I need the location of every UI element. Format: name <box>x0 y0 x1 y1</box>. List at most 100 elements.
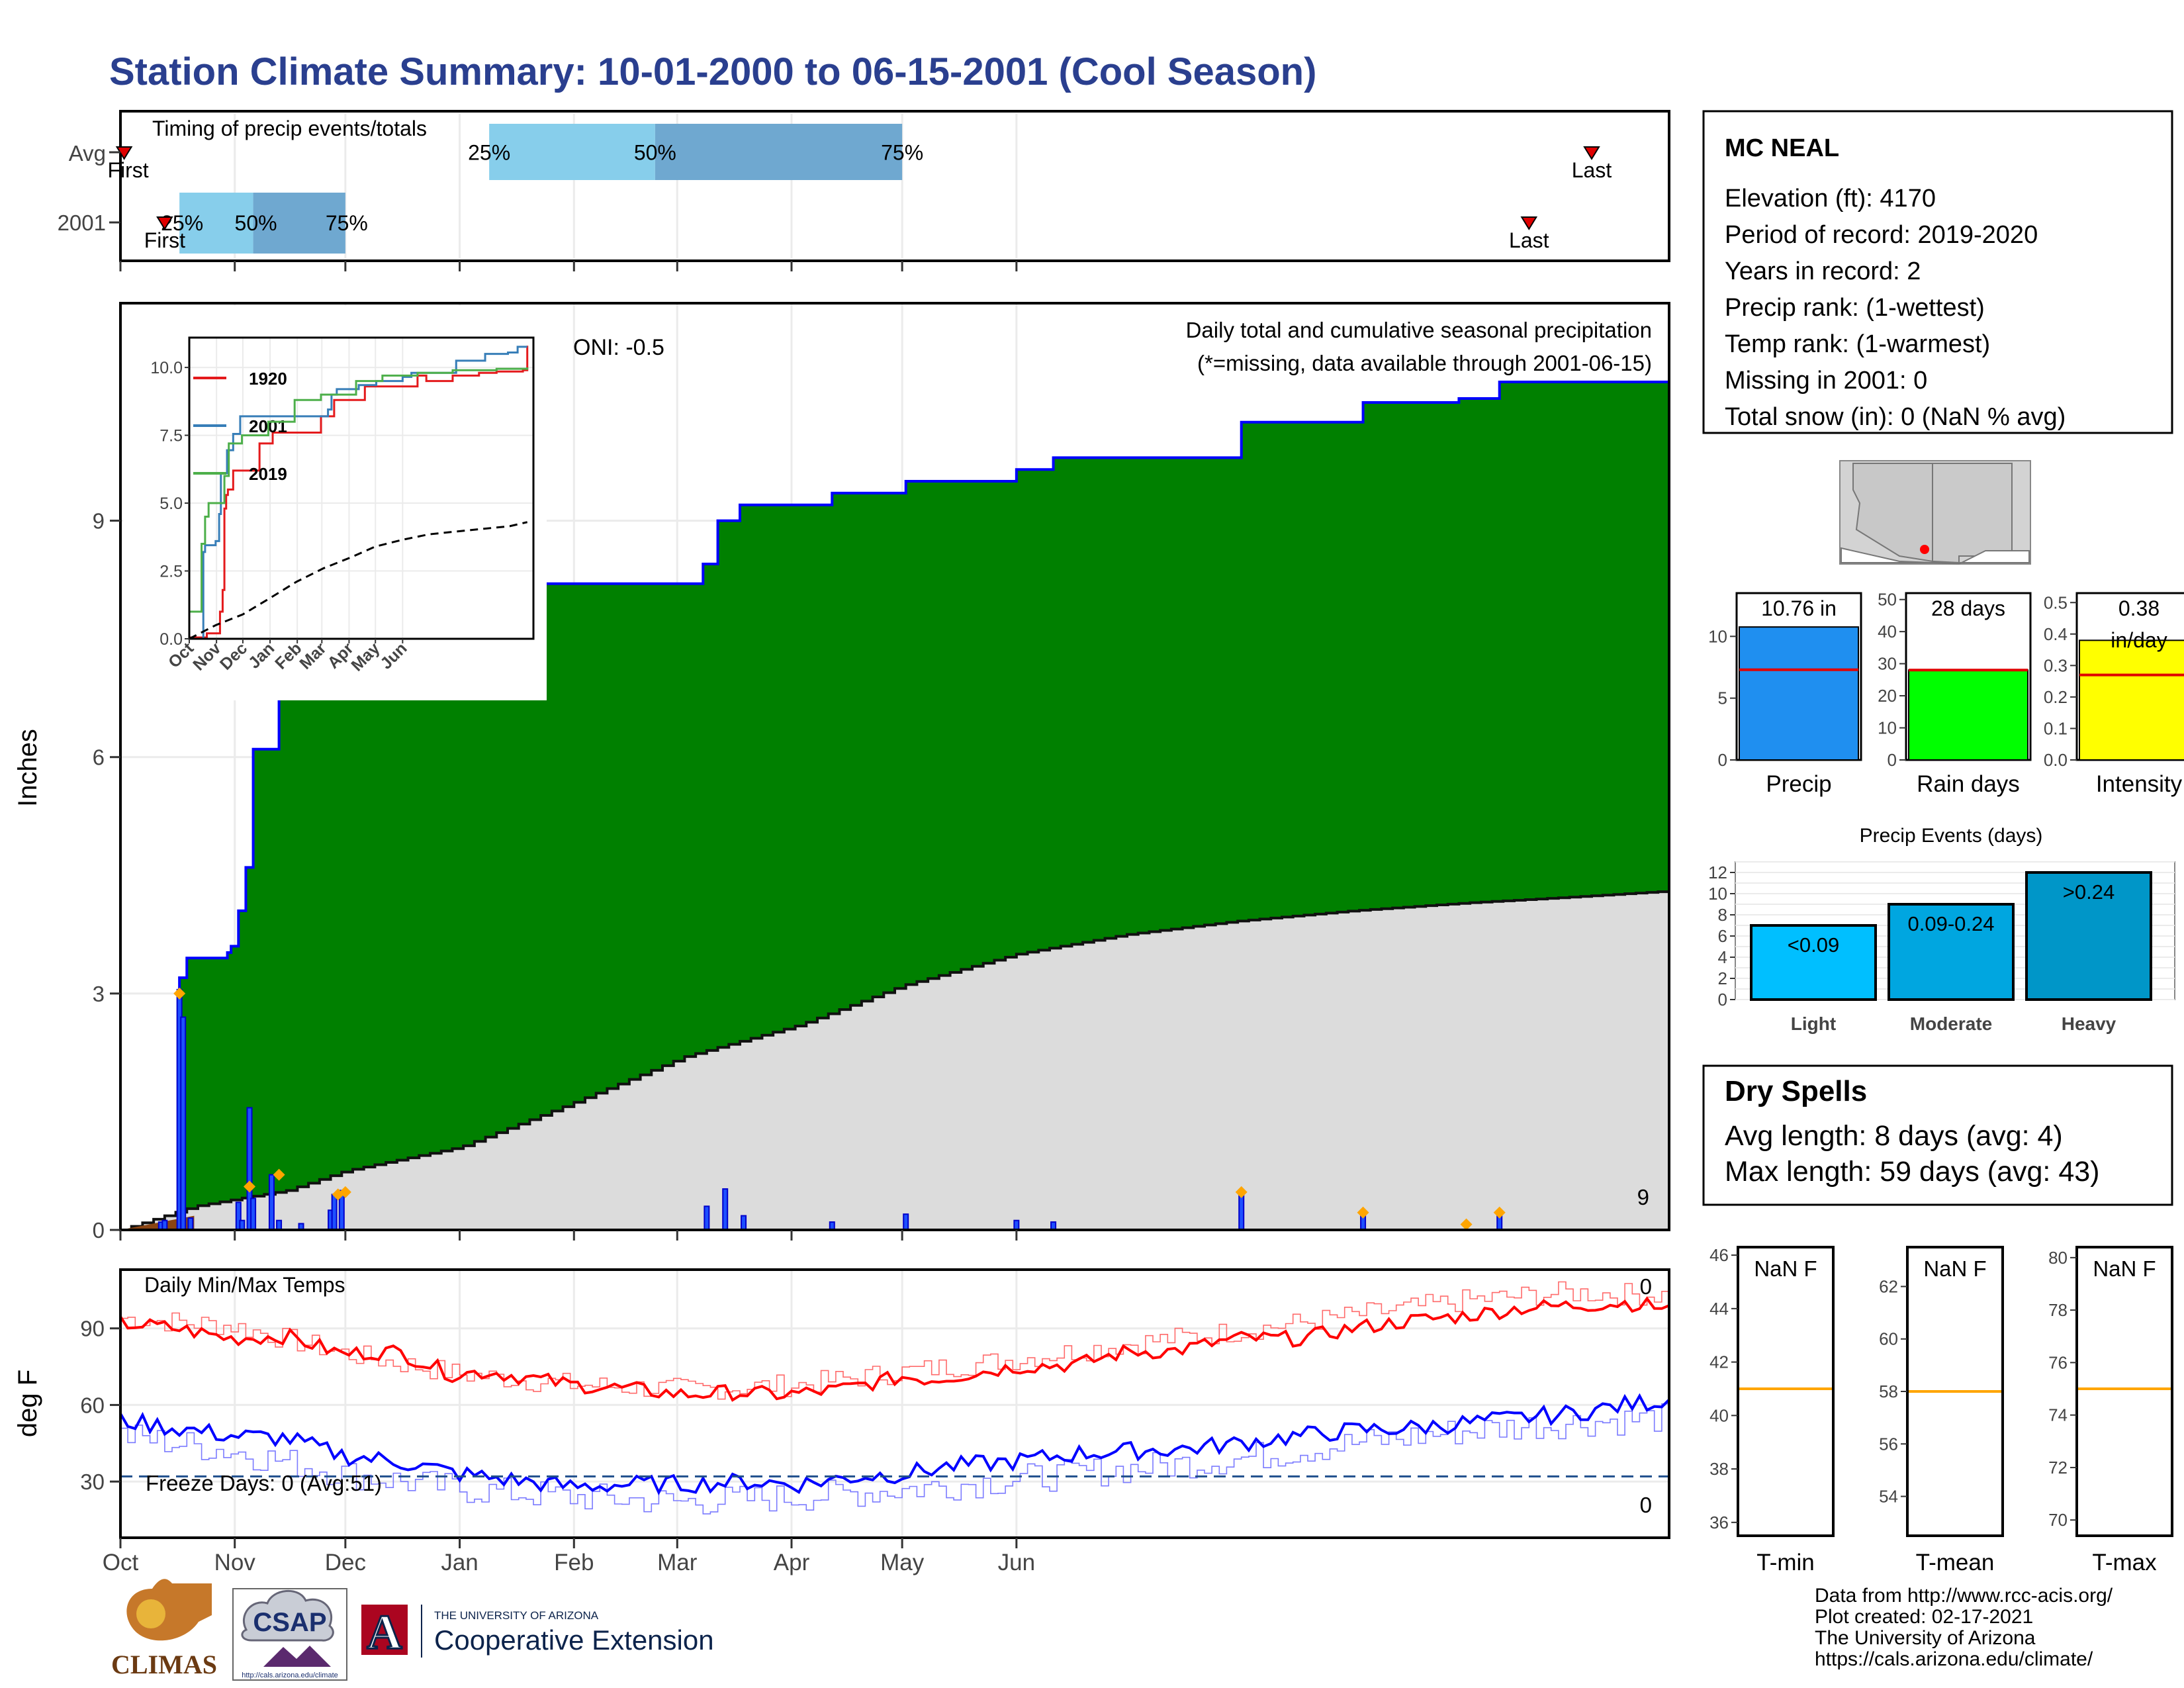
max-count-label: 0 <box>1640 1274 1652 1299</box>
temp-box-ytick-label: 78 <box>2048 1300 2068 1320</box>
event-diamond-marker <box>1357 1206 1369 1219</box>
daily-precip-bar <box>180 1016 187 1231</box>
mini-bar-name: Intensity <box>2096 771 2183 797</box>
station-temp-rank: Temp rank: (1-warmest) <box>1725 330 1990 358</box>
ua-logo-small-text: THE UNIVERSITY OF ARIZONA <box>434 1609 599 1622</box>
daily-precip-bar <box>722 1188 729 1231</box>
event-diamond-marker <box>1493 1206 1506 1219</box>
month-label: May <box>880 1550 925 1575</box>
events-title: Precip Events (days) <box>1860 825 2043 847</box>
month-label: Mar <box>657 1550 698 1575</box>
mini-bar-ytick-label: 0.3 <box>2044 655 2068 675</box>
mini-bar-fill <box>2079 639 2184 761</box>
mini-bar-ytick-label: 0.4 <box>2044 624 2068 644</box>
csap-logo-text: CSAP <box>253 1608 326 1637</box>
credit-url: https://cals.arizona.edu/climate/ <box>1815 1648 2093 1670</box>
events-ytick-label: 0 <box>1718 990 1727 1009</box>
daily-precip-bar <box>1013 1219 1020 1231</box>
events-category-label: Light <box>1791 1013 1836 1034</box>
timing-obs-last-marker <box>1520 216 1538 230</box>
events-bar <box>1750 924 1877 1001</box>
timing-pct-label: 50% <box>235 211 277 235</box>
timing-row-avg: Avg <box>69 141 106 165</box>
inset-series-line <box>189 346 527 640</box>
temp-panel: 30 60 90 Daily Min/Max Temps deg F Freeze … <box>13 1268 1670 1548</box>
dry-spells-avg: Avg length: 8 days (avg: 4) <box>1725 1120 2063 1152</box>
inset-series-line <box>189 367 529 613</box>
timing-bar-avg-q3 <box>655 124 903 180</box>
events-ytick-label: 4 <box>1718 947 1727 967</box>
ua-cooperative-extension-logo: A THE UNIVERSITY OF ARIZONA Cooperative … <box>361 1605 714 1661</box>
daily-min-temp-line <box>119 1393 1670 1496</box>
timing-avg-first-label: First <box>107 158 148 182</box>
climas-logo: CLIMAS <box>111 1579 217 1679</box>
station-name: MC NEAL <box>1725 134 1839 162</box>
inset-legend-label: 1920 <box>249 369 287 389</box>
csap-logo-cloud <box>241 1590 334 1642</box>
inset-ytick-label: 2.5 <box>159 563 183 581</box>
events-marks: <0.09 Light 0.09-0.24 Moderate >0.24 Heavy <box>1750 871 2152 1034</box>
mini-bar-ytick-label: 20 <box>1878 686 1897 706</box>
timing-panel: Timing of precip events/totals Avg 2001 … <box>58 110 1670 271</box>
temp-box-ytick-label: 46 <box>1709 1245 1729 1265</box>
freeze-days-label: Freeze Days: 0 (Avg:51) <box>146 1471 382 1495</box>
mini-bar-ytick-label: 10 <box>1708 626 1727 646</box>
mini-bar-ytick-label: 5 <box>1718 688 1727 708</box>
daily-max-temp-line <box>119 1296 1670 1402</box>
month-label: Oct <box>103 1550 139 1575</box>
timing-obs-last-label: Last <box>1509 228 1549 252</box>
temp-box-ytick-label: 38 <box>1709 1459 1729 1479</box>
dry-spells-max: Max length: 59 days (avg: 43) <box>1725 1156 2099 1188</box>
month-label: Dec <box>325 1550 366 1575</box>
csap-logo-url: http://cals.arizona.edu/climate <box>242 1671 338 1679</box>
event-diamond-marker <box>273 1168 285 1181</box>
station-years: Years in record: 2 <box>1725 258 1921 285</box>
station-precip-rank: Precip rank: (1-wettest) <box>1725 294 1985 322</box>
temp-box-ytick-label: 42 <box>1709 1352 1729 1372</box>
temp-box-name: T-min <box>1756 1550 1815 1575</box>
missing-early-wedge <box>120 1215 195 1230</box>
precip-ytick-label: 3 <box>93 982 105 1006</box>
inset-ytick-label: 10.0 <box>150 359 183 377</box>
daily-precip-bar <box>239 1219 246 1231</box>
ua-logo-block <box>361 1605 408 1655</box>
temp-box-frame <box>1737 1246 1835 1537</box>
temp-box-name: T-mean <box>1916 1550 1995 1575</box>
temp-box-ytick-label: 58 <box>1879 1382 1898 1401</box>
events-bar-label: 0.09-0.24 <box>1908 912 1995 935</box>
events-ytick-label: 2 <box>1718 968 1727 988</box>
season-summary-bars: 0 5 10 10.76 in Precip 0 10 20 30 40 50 28 days Rain… <box>1708 590 2184 797</box>
mini-bar-ytick-label: 0.1 <box>2044 718 2068 738</box>
daily-precip-bar <box>187 1217 194 1231</box>
mini-bar-ytick-label: 0 <box>1718 750 1727 770</box>
timing-bar-avg-q2 <box>489 124 655 180</box>
daily-precip-bar <box>268 1174 275 1231</box>
events-bar-label: >0.24 <box>2063 880 2115 904</box>
timing-pct-label: 75% <box>326 211 368 235</box>
precip-missing-note: (*=missing, data available through 2001-… <box>1197 351 1652 375</box>
map-mexico-outline <box>1841 547 2030 565</box>
temp-ytick-label: 30 <box>80 1470 105 1494</box>
mini-bar-name: Precip <box>1766 771 1831 797</box>
daily-precip-bar <box>903 1213 909 1231</box>
precip-panel-frame <box>119 302 1670 1231</box>
events-category-label: Moderate <box>1910 1013 1992 1034</box>
precip-panel: 0 3 6 9 Inches Daily total and cumulative s… <box>13 302 1670 1243</box>
precip-ytick-label: 0 <box>93 1218 105 1243</box>
daily-precip-bar <box>331 1194 338 1231</box>
inset-ytick-label: 7.5 <box>159 427 183 445</box>
ua-logo-big-text: Cooperative Extension <box>434 1624 714 1656</box>
mini-bar-value-label: 0.38 <box>2118 596 2160 620</box>
timing-pct-label: 25% <box>468 141 510 165</box>
csap-logo-mountains <box>263 1646 331 1667</box>
event-diamond-marker <box>339 1186 351 1198</box>
temp-box-ytick-label: 74 <box>2048 1405 2068 1425</box>
avg-min-temp-line <box>120 1403 1670 1515</box>
event-diamond-marker <box>173 987 186 1000</box>
event-diamond-marker <box>244 1180 255 1193</box>
temp-ytick-label: 60 <box>80 1393 105 1417</box>
credit-data-source: Data from http://www.rcc-acis.org/ <box>1815 1585 2113 1607</box>
credit-university: The University of Arizona <box>1815 1627 2036 1649</box>
